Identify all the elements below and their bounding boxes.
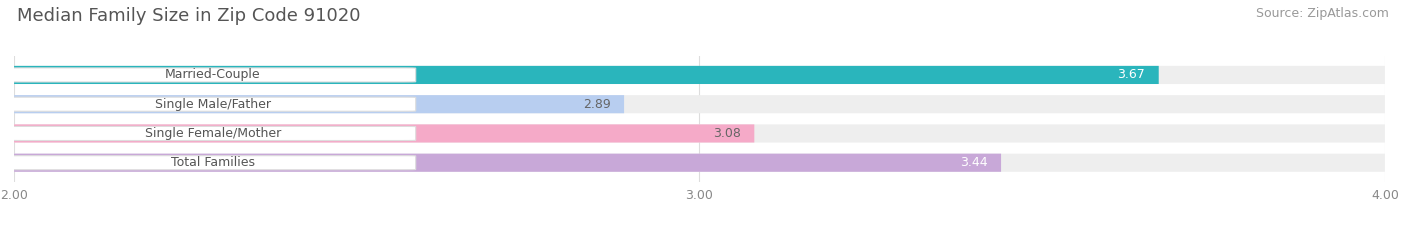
FancyBboxPatch shape [14, 154, 1001, 172]
Text: 2.89: 2.89 [582, 98, 610, 111]
Text: Single Female/Mother: Single Female/Mother [145, 127, 281, 140]
FancyBboxPatch shape [14, 66, 1385, 84]
Text: 3.08: 3.08 [713, 127, 741, 140]
Text: Single Male/Father: Single Male/Father [155, 98, 271, 111]
Text: Source: ZipAtlas.com: Source: ZipAtlas.com [1256, 7, 1389, 20]
FancyBboxPatch shape [14, 154, 1385, 172]
FancyBboxPatch shape [10, 68, 416, 82]
Text: 3.44: 3.44 [960, 156, 987, 169]
FancyBboxPatch shape [14, 124, 755, 143]
FancyBboxPatch shape [14, 66, 1159, 84]
Text: Married-Couple: Married-Couple [165, 69, 260, 82]
Text: Median Family Size in Zip Code 91020: Median Family Size in Zip Code 91020 [17, 7, 360, 25]
FancyBboxPatch shape [10, 156, 416, 170]
FancyBboxPatch shape [14, 95, 1385, 113]
FancyBboxPatch shape [10, 97, 416, 111]
FancyBboxPatch shape [14, 95, 624, 113]
Text: 3.67: 3.67 [1118, 69, 1144, 82]
FancyBboxPatch shape [14, 124, 1385, 143]
FancyBboxPatch shape [10, 127, 416, 140]
Text: Total Families: Total Families [172, 156, 254, 169]
